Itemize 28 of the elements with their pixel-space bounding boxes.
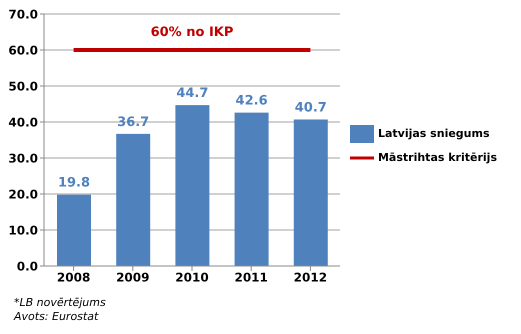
bar bbox=[116, 134, 150, 266]
bar bbox=[234, 112, 269, 266]
legend-label: Māstrihtas kritērijs bbox=[378, 151, 497, 164]
data-label: 42.6 bbox=[236, 94, 268, 109]
data-label: 40.7 bbox=[294, 100, 327, 116]
bar bbox=[294, 119, 328, 266]
bar bbox=[57, 194, 91, 266]
data-label: 44.7 bbox=[176, 86, 208, 102]
text: *LB novērtējums bbox=[14, 296, 106, 310]
y-tick-label: 50.0 bbox=[8, 79, 38, 94]
x-tick-label: 2009 bbox=[116, 270, 150, 285]
legend-label: Latvijas sniegums bbox=[378, 127, 490, 140]
y-tick-label: 20.0 bbox=[8, 187, 38, 202]
bar bbox=[175, 105, 210, 266]
data-label: 36.7 bbox=[117, 114, 150, 130]
y-tick-label: 70.0 bbox=[8, 7, 38, 22]
x-tick-label: 2011 bbox=[234, 270, 268, 285]
x-tick-label: 2010 bbox=[175, 270, 209, 285]
y-tick-label: 10.0 bbox=[8, 223, 38, 238]
data-label: 19.8 bbox=[58, 176, 90, 191]
annotation: 60% no IKP bbox=[150, 25, 234, 40]
y-tick-label: 30.0 bbox=[8, 151, 38, 166]
y-tick-label: 40.0 bbox=[8, 115, 38, 130]
x-tick-label: 2008 bbox=[56, 270, 90, 285]
y-tick-label: 0.0 bbox=[16, 259, 38, 274]
text: Avots: Eurostat bbox=[14, 310, 98, 324]
x-tick-label: 2012 bbox=[294, 270, 328, 285]
y-tick-label: 60.0 bbox=[8, 43, 38, 58]
